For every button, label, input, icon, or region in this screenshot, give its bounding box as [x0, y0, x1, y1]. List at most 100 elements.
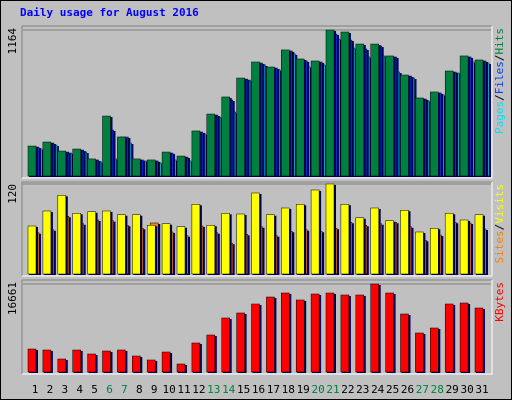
x-tick-label: 11	[177, 383, 190, 396]
x-tick-label: 10	[162, 383, 175, 396]
panel-border	[21, 279, 492, 374]
bar	[206, 113, 216, 177]
x-tick-label: 14	[222, 383, 236, 396]
x-tick-label: 3	[61, 383, 68, 396]
legend-entry: KBytes	[493, 282, 506, 322]
bar	[266, 214, 275, 275]
bar	[400, 74, 409, 177]
bar	[27, 348, 37, 373]
bar	[176, 155, 186, 177]
x-tick-label: 9	[151, 383, 158, 396]
bar	[325, 29, 335, 177]
bar	[72, 213, 81, 275]
bar	[295, 58, 305, 177]
x-tick-label: 29	[446, 383, 459, 396]
bar	[221, 96, 230, 177]
legend-separator: /	[493, 224, 506, 231]
bar	[355, 294, 365, 373]
bar	[251, 303, 260, 373]
bar	[355, 217, 365, 275]
x-tick-label: 16	[252, 383, 265, 396]
bar	[459, 302, 469, 373]
x-tick-label: 20	[311, 383, 324, 396]
bar	[176, 226, 186, 275]
x-tick-label: 6	[106, 383, 113, 396]
bar	[415, 97, 424, 177]
x-tick-label: 15	[237, 383, 250, 396]
panel-border	[22, 280, 493, 375]
legend: Pages/Files/Hits	[493, 28, 506, 134]
bar	[72, 349, 81, 373]
bar	[444, 213, 454, 275]
legend-separator: /	[493, 94, 506, 101]
bar	[385, 55, 394, 177]
bar	[57, 150, 67, 177]
bar	[415, 332, 424, 373]
bar	[27, 225, 37, 275]
panel-border	[21, 181, 492, 276]
x-tick-label: 7	[121, 383, 128, 396]
bar	[385, 292, 394, 373]
bar	[459, 219, 469, 275]
x-tick-label: 17	[267, 383, 280, 396]
bar	[146, 359, 156, 373]
legend-entry: Hits	[493, 28, 506, 55]
panel-border	[22, 182, 493, 277]
bar	[459, 55, 469, 177]
x-tick-label: 22	[341, 383, 354, 396]
legend-entry: Pages	[493, 101, 506, 134]
x-tick-label: 31	[475, 383, 488, 396]
bar	[310, 293, 320, 373]
bar	[236, 77, 245, 177]
bar	[132, 158, 141, 177]
bar	[221, 213, 230, 275]
legend-entry: Sites	[493, 230, 506, 263]
bar	[72, 148, 81, 177]
legend-entry: Visits	[493, 184, 506, 224]
x-tick-label: 25	[386, 383, 399, 396]
x-tick-label: 13	[207, 383, 220, 396]
bar	[400, 210, 409, 275]
bar	[430, 228, 439, 275]
bar	[57, 358, 67, 373]
y-tick-label: 1164	[6, 28, 19, 55]
bar	[251, 192, 260, 275]
bar	[370, 207, 379, 275]
x-tick-label: 4	[76, 383, 83, 396]
x-tick-label: 2	[47, 383, 54, 396]
bar	[355, 43, 365, 177]
bar	[325, 183, 335, 275]
bar	[474, 307, 484, 373]
legend-entry: Files	[493, 61, 506, 94]
x-tick-label: 1	[32, 383, 39, 396]
bar	[176, 363, 186, 373]
x-tick-label: 24	[371, 383, 385, 396]
bar	[87, 211, 96, 275]
bar	[102, 210, 111, 275]
x-tick-label: 27	[416, 383, 429, 396]
bar	[370, 43, 379, 177]
bar	[191, 204, 201, 275]
bar	[251, 61, 260, 177]
bar	[102, 350, 111, 373]
panel-border	[22, 26, 493, 179]
chart-title: Daily usage for August 2016	[20, 6, 199, 19]
bar	[474, 59, 484, 177]
bar	[340, 31, 350, 177]
panel-border	[21, 25, 492, 178]
bar	[430, 327, 439, 373]
bar	[57, 195, 67, 275]
bar	[295, 299, 305, 373]
bar	[87, 158, 96, 177]
bar	[444, 70, 454, 177]
bar	[42, 210, 52, 275]
bar	[27, 145, 37, 177]
bar	[206, 334, 216, 373]
y-tick-label: 16661	[6, 282, 19, 315]
bar	[340, 204, 350, 275]
x-tick-label: 5	[91, 383, 98, 396]
bar	[325, 292, 335, 373]
bar	[117, 214, 126, 275]
bar	[191, 130, 201, 177]
